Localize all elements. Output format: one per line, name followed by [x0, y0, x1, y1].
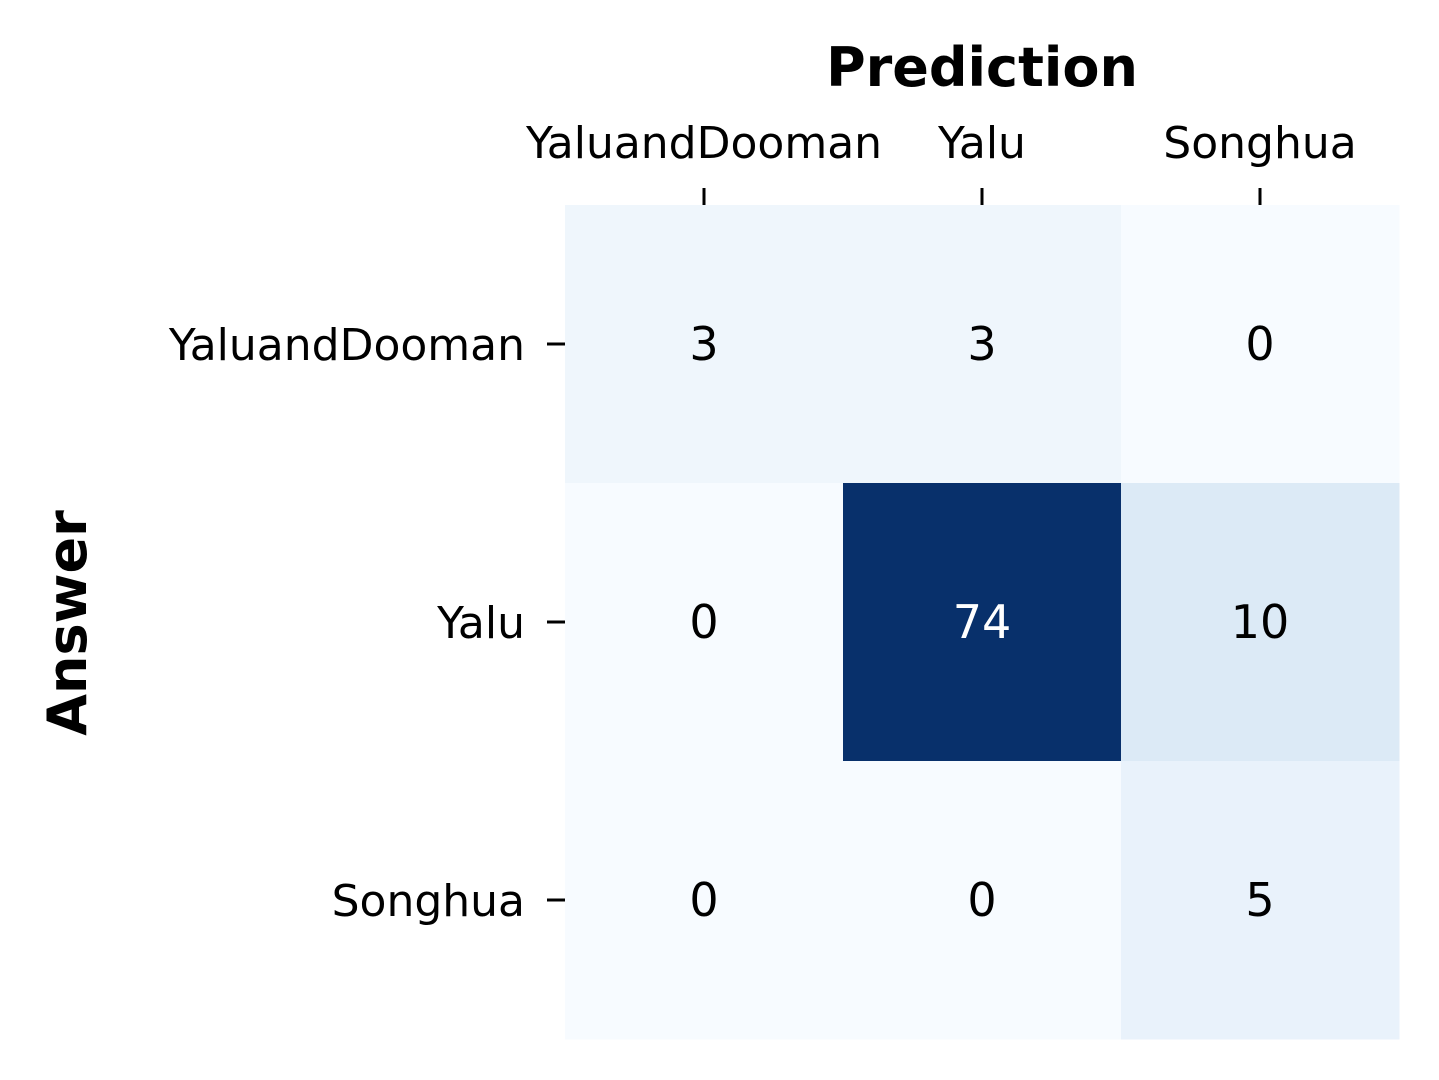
heatmap-cell-r2-c0	[565, 761, 844, 1040]
heatmap-cell-r0-c1	[843, 205, 1122, 484]
heatmap-cell-r0-c0	[565, 205, 844, 484]
cell-value-r2-c1: 0	[967, 873, 996, 927]
x-tick-label: Yalu	[937, 118, 1026, 169]
cell-value-r0-c2: 0	[1245, 317, 1274, 371]
cell-value-r2-c2: 5	[1245, 873, 1274, 927]
heatmap-cells	[565, 205, 1400, 1040]
y-tick-label: Songhua	[332, 876, 525, 927]
heatmap-cell-r0-c2	[1121, 205, 1400, 484]
cell-value-r1-c0: 0	[689, 595, 718, 649]
heatmap-cell-r1-c2	[1121, 483, 1400, 762]
y-tick-label: YaluandDooman	[168, 320, 525, 371]
cell-value-r0-c1: 3	[967, 317, 996, 371]
heatmap-cell-r2-c2	[1121, 761, 1400, 1040]
y-axis-title: Answer	[36, 510, 99, 736]
cell-value-r2-c0: 0	[689, 873, 718, 927]
y-axis-ticks: YaluandDooman Yalu Songhua	[168, 320, 565, 927]
heatmap-cell-r1-c1	[843, 483, 1122, 762]
cell-value-r1-c1: 74	[953, 595, 1012, 649]
cell-value-r1-c2: 10	[1231, 595, 1290, 649]
heatmap-cell-r2-c1	[843, 761, 1122, 1040]
y-tick-label: Yalu	[436, 598, 525, 649]
heatmap-cell-r1-c0	[565, 483, 844, 762]
heatmap-cell-labels: 3 3 0 0 74 10 0 0 5	[689, 317, 1289, 927]
x-axis-ticks: YaluandDooman Yalu Songhua	[525, 118, 1357, 205]
cell-value-r0-c0: 3	[689, 317, 718, 371]
x-tick-label: YaluandDooman	[525, 118, 882, 169]
x-tick-label: Songhua	[1163, 118, 1356, 169]
x-axis-title: Prediction	[826, 36, 1138, 99]
